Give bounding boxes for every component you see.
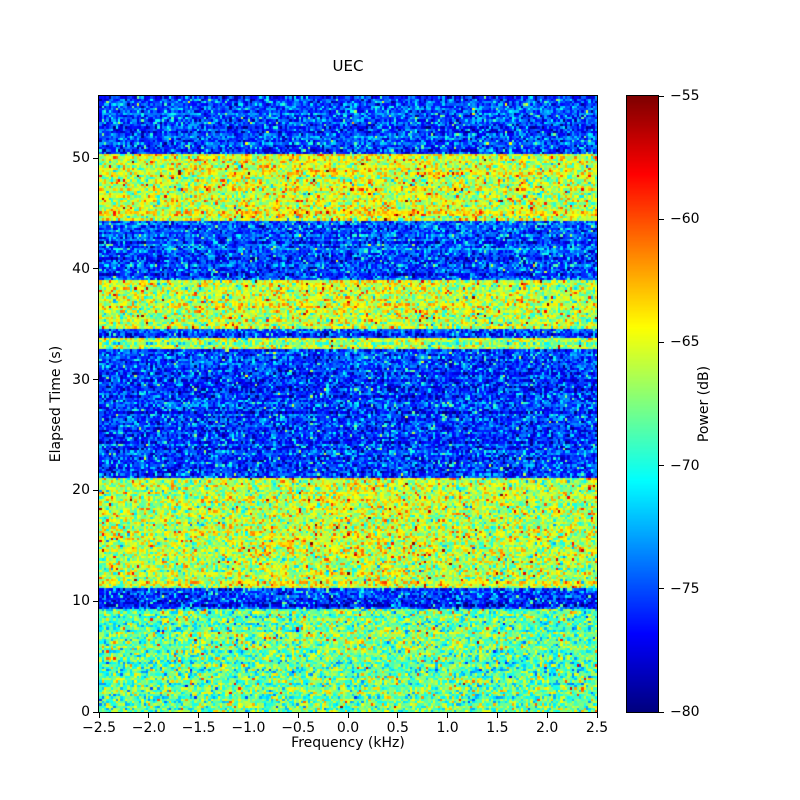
x-tick-label: 2.5 bbox=[585, 720, 609, 736]
chart-title: UEC bbox=[332, 57, 364, 76]
x-tick-label: 0.5 bbox=[386, 720, 409, 736]
y-tick-label: 10 bbox=[72, 593, 90, 610]
y-tick-label: 40 bbox=[72, 260, 90, 277]
x-tick-label: 1.0 bbox=[436, 720, 459, 736]
x-tick-mark bbox=[98, 713, 100, 718]
colorbar-tick-mark bbox=[659, 341, 664, 343]
x-axis-label: Frequency (kHz) bbox=[291, 735, 405, 751]
x-tick-mark bbox=[297, 713, 299, 718]
x-tick-mark bbox=[546, 713, 548, 718]
x-tick-mark bbox=[496, 713, 498, 718]
y-tick-mark bbox=[93, 600, 98, 602]
y-axis-label: Elapsed Time (s) bbox=[48, 345, 64, 463]
y-tick-mark bbox=[93, 268, 98, 270]
x-tick-label: 0.0 bbox=[336, 720, 360, 736]
x-tick-mark bbox=[397, 713, 399, 718]
x-tick-mark bbox=[596, 713, 598, 718]
colorbar-tick-mark bbox=[659, 711, 664, 713]
colorbar-tick-label: −65 bbox=[670, 334, 700, 351]
colorbar-label: Power (dB) bbox=[696, 365, 712, 443]
x-tick-mark bbox=[148, 713, 150, 718]
x-tick-label: −2.5 bbox=[82, 720, 116, 736]
x-tick-mark bbox=[198, 713, 200, 718]
colorbar-tick-mark bbox=[659, 588, 664, 590]
y-tick-mark bbox=[93, 379, 98, 381]
colorbar-tick-label: −75 bbox=[670, 580, 700, 597]
x-tick-label: 2.0 bbox=[536, 720, 559, 736]
colorbar-tick-mark bbox=[659, 218, 664, 220]
x-tick-label: −1.0 bbox=[231, 720, 266, 736]
x-tick-mark bbox=[447, 713, 449, 718]
colorbar-tick-label: −70 bbox=[670, 457, 700, 474]
colorbar-tick-label: −60 bbox=[670, 211, 700, 228]
y-tick-mark bbox=[93, 489, 98, 491]
y-tick-mark bbox=[93, 157, 98, 159]
colorbar-canvas bbox=[627, 96, 658, 712]
x-tick-mark bbox=[347, 713, 349, 718]
y-tick-label: 30 bbox=[72, 371, 90, 388]
y-tick-label: 20 bbox=[72, 482, 90, 499]
colorbar-tick-mark bbox=[659, 465, 664, 467]
x-tick-label: −2.0 bbox=[131, 720, 166, 736]
x-tick-label: −0.5 bbox=[281, 720, 316, 736]
y-tick-mark bbox=[93, 711, 98, 713]
spectrogram-heatmap-canvas bbox=[99, 96, 597, 712]
y-tick-label: 0 bbox=[81, 704, 90, 720]
colorbar-tick-label: −55 bbox=[670, 88, 700, 104]
colorbar-tick-mark bbox=[659, 95, 664, 97]
x-tick-label: −1.5 bbox=[181, 720, 216, 736]
colorbar-tick-label: −80 bbox=[670, 704, 700, 720]
x-tick-mark bbox=[247, 713, 249, 718]
x-tick-label: 1.5 bbox=[486, 720, 509, 736]
y-tick-label: 50 bbox=[72, 150, 90, 167]
